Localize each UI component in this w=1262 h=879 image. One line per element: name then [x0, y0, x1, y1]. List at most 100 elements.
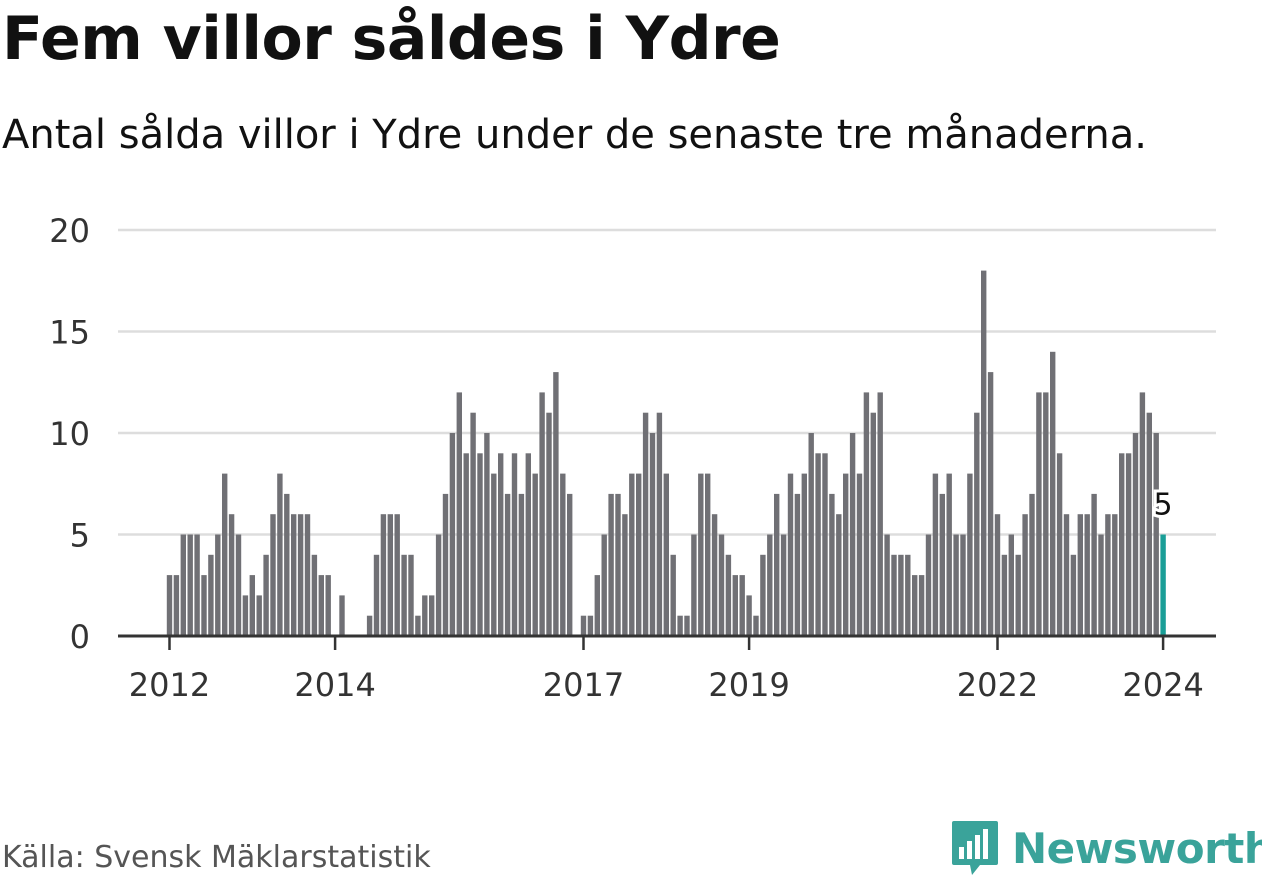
bar: [932, 473, 939, 636]
bar: [318, 575, 324, 636]
bar: [1112, 514, 1118, 636]
y-tick-label: 5: [70, 517, 90, 555]
bar: [877, 392, 883, 636]
bar: [235, 534, 242, 636]
bar: [429, 595, 435, 636]
bar: [622, 514, 628, 636]
bar: [339, 595, 345, 636]
brand-name: Newsworthy: [1012, 823, 1262, 873]
bar: [912, 575, 918, 636]
bar: [981, 270, 987, 636]
bar: [967, 473, 973, 636]
bar: [636, 473, 642, 636]
bar: [546, 412, 552, 636]
bar: [1125, 453, 1132, 636]
bar: [774, 493, 780, 636]
bar: [1146, 412, 1152, 636]
x-tick-label: 2014: [294, 666, 375, 704]
y-tick-label: 0: [70, 618, 90, 656]
bar: [373, 554, 380, 636]
bar: [691, 534, 697, 636]
bar: [960, 534, 966, 636]
bar: [787, 473, 794, 636]
highlight-value-label: 5: [1154, 488, 1173, 523]
bar: [442, 493, 449, 636]
bar: [739, 575, 745, 636]
bar: [656, 412, 663, 636]
x-tick-label: 2024: [1122, 666, 1203, 704]
bar: [801, 473, 807, 636]
bar: [228, 514, 235, 636]
bar: [953, 534, 959, 636]
bar: [1077, 514, 1083, 636]
bar: [380, 514, 387, 636]
bar: [491, 473, 497, 636]
bar: [1105, 514, 1111, 636]
bar: [1036, 392, 1042, 636]
bar: [297, 514, 304, 636]
bar: [208, 554, 214, 636]
bar: [463, 453, 469, 636]
bar: [525, 453, 531, 636]
bar: [194, 534, 200, 636]
x-tick-label: 2012: [129, 666, 210, 704]
bar: [504, 493, 511, 636]
bar: [994, 514, 1001, 636]
bar: [277, 473, 283, 636]
bar: [732, 575, 738, 636]
y-tick-label: 10: [49, 415, 90, 453]
bar: [456, 392, 462, 636]
bar: [718, 534, 725, 636]
bar: [284, 493, 290, 636]
highlight-bar: [1160, 534, 1166, 636]
bar: [870, 412, 876, 636]
bar: [849, 433, 856, 636]
bar: [553, 372, 559, 636]
chart-title: Fem villor såldes i Ydre: [2, 4, 781, 74]
bar: [829, 493, 835, 636]
bar: [629, 473, 635, 636]
bar: [1008, 534, 1014, 636]
bar: [435, 534, 442, 636]
bar: [836, 514, 842, 636]
bar: [663, 473, 669, 636]
bar: [946, 473, 952, 636]
bar: [408, 554, 414, 636]
bar: [1091, 493, 1097, 636]
bar: [325, 575, 331, 636]
bar: [180, 534, 186, 636]
bar: [684, 615, 690, 636]
bar: [670, 554, 676, 636]
bar: [918, 575, 925, 636]
bar: [705, 473, 711, 636]
bar: [1056, 453, 1063, 636]
bar: [1119, 453, 1125, 636]
bar: [366, 615, 373, 636]
bar: [698, 473, 704, 636]
bar-chart-speech-bubble-icon: [952, 821, 998, 875]
bar: [567, 493, 573, 636]
bar: [242, 595, 249, 636]
bar: [1043, 392, 1049, 636]
bar: [222, 473, 228, 636]
y-tick-label: 20: [49, 212, 90, 250]
x-tick-label: 2017: [543, 666, 624, 704]
bar: [580, 615, 587, 636]
bar: [498, 453, 504, 636]
bar: [856, 473, 863, 636]
x-tick-label: 2022: [957, 666, 1038, 704]
y-tick-label: 15: [49, 314, 90, 352]
bar: [166, 575, 173, 636]
bar: [974, 412, 980, 636]
bar: [608, 493, 614, 636]
bar: [760, 554, 766, 636]
x-tick-label: 2019: [708, 666, 789, 704]
bar: [1139, 392, 1146, 636]
bar: [518, 493, 525, 636]
bar: [511, 453, 518, 636]
bar: [939, 493, 945, 636]
bar: [539, 392, 545, 636]
bar: [649, 433, 656, 636]
newsworthy-logo[interactable]: Newsworthy: [950, 818, 1262, 878]
bar: [532, 473, 538, 636]
